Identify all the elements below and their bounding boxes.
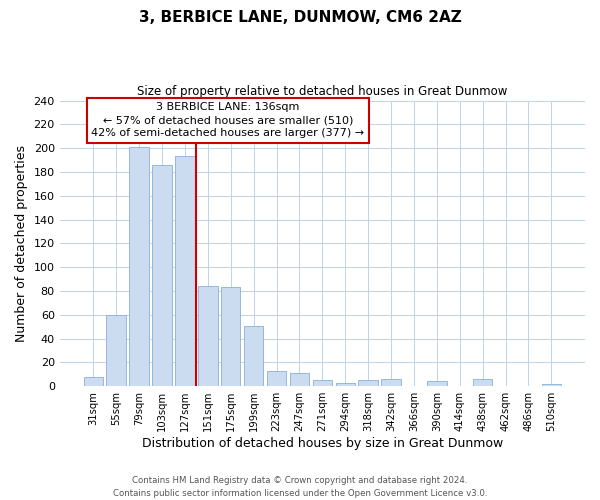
- Bar: [221, 288, 241, 386]
- Bar: [290, 373, 309, 386]
- Bar: [335, 382, 355, 386]
- Bar: [175, 156, 194, 386]
- Bar: [83, 376, 103, 386]
- Title: Size of property relative to detached houses in Great Dunmow: Size of property relative to detached ho…: [137, 85, 508, 98]
- Bar: [542, 384, 561, 386]
- Text: 3, BERBICE LANE, DUNMOW, CM6 2AZ: 3, BERBICE LANE, DUNMOW, CM6 2AZ: [139, 10, 461, 25]
- Bar: [267, 370, 286, 386]
- X-axis label: Distribution of detached houses by size in Great Dunmow: Distribution of detached houses by size …: [142, 437, 503, 450]
- Text: 3 BERBICE LANE: 136sqm
← 57% of detached houses are smaller (510)
42% of semi-de: 3 BERBICE LANE: 136sqm ← 57% of detached…: [91, 102, 364, 139]
- Bar: [358, 380, 378, 386]
- Bar: [427, 382, 446, 386]
- Bar: [130, 147, 149, 386]
- Bar: [244, 326, 263, 386]
- Bar: [106, 315, 126, 386]
- Bar: [313, 380, 332, 386]
- Bar: [198, 286, 218, 386]
- Y-axis label: Number of detached properties: Number of detached properties: [15, 145, 28, 342]
- Bar: [382, 379, 401, 386]
- Bar: [473, 379, 493, 386]
- Text: Contains HM Land Registry data © Crown copyright and database right 2024.
Contai: Contains HM Land Registry data © Crown c…: [113, 476, 487, 498]
- Bar: [152, 165, 172, 386]
